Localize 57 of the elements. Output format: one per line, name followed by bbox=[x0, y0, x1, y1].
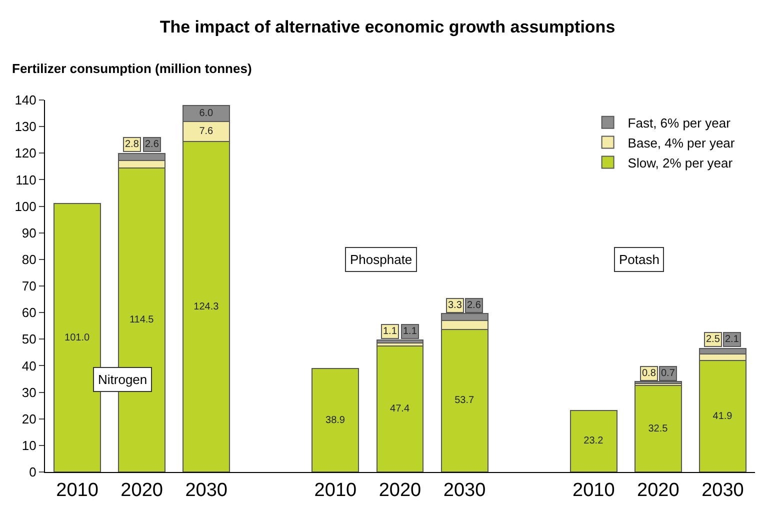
data-label: 23.2 bbox=[584, 436, 604, 447]
data-label: 2.1 bbox=[725, 334, 740, 345]
data-label: 3.3 bbox=[448, 300, 462, 311]
x-tick-label: 2030 bbox=[702, 480, 744, 501]
bar bbox=[312, 368, 360, 472]
data-label: 53.7 bbox=[454, 395, 474, 406]
data-label: 32.5 bbox=[648, 423, 668, 434]
data-label: 41.9 bbox=[712, 410, 733, 422]
annotation: Potash bbox=[619, 252, 660, 267]
chart-title: The impact of alternative economic growth assumptions bbox=[160, 17, 616, 36]
legend-label: Slow, 2% per year bbox=[628, 155, 734, 170]
data-label: 124.3 bbox=[194, 301, 220, 312]
x-tick-label: 2020 bbox=[637, 480, 680, 501]
data-label: 7.6 bbox=[199, 126, 214, 138]
y-tick-label: 120 bbox=[14, 146, 36, 161]
data-label: 2.6 bbox=[467, 300, 482, 311]
y-tick-label: 110 bbox=[16, 172, 36, 188]
annotation: Phosphate bbox=[350, 252, 412, 267]
data-label: 47.4 bbox=[390, 404, 410, 415]
y-tick-label: 30 bbox=[22, 384, 36, 400]
y-tick-label: 90 bbox=[22, 225, 36, 240]
data-label: 1.1 bbox=[403, 326, 418, 337]
y-tick-label: 40 bbox=[22, 358, 36, 374]
bar bbox=[634, 385, 682, 472]
y-tick-label: 80 bbox=[22, 252, 36, 267]
y-tick-label: 70 bbox=[22, 278, 36, 294]
x-tick-label: 2010 bbox=[56, 480, 98, 501]
x-tick-label: 2020 bbox=[120, 480, 163, 501]
legend-label: Base, 4% per year bbox=[628, 135, 736, 150]
x-tick-label: 2020 bbox=[378, 480, 422, 501]
x-tick-label: 2030 bbox=[185, 480, 228, 501]
data-label: 2.5 bbox=[706, 334, 720, 345]
legend-label: Fast, 6% per year bbox=[628, 115, 732, 130]
x-tick-label: 2010 bbox=[572, 480, 615, 501]
x-tick-label: 2010 bbox=[314, 480, 357, 501]
data-label: 0.8 bbox=[642, 368, 656, 379]
data-label: 1.1 bbox=[383, 326, 398, 337]
y-tick-label: 50 bbox=[22, 332, 36, 347]
bar bbox=[376, 346, 424, 472]
data-label: 38.9 bbox=[326, 414, 346, 426]
y-tick-label: 0 bbox=[29, 464, 36, 480]
data-label: 114.5 bbox=[129, 314, 154, 326]
data-label: 2.6 bbox=[145, 139, 160, 150]
data-label: 2.8 bbox=[125, 139, 140, 150]
y-tick-label: 130 bbox=[14, 119, 36, 134]
data-label: 6.0 bbox=[199, 108, 214, 120]
y-tick-label: 10 bbox=[22, 438, 36, 453]
y-tick-label: 60 bbox=[22, 305, 36, 320]
y-axis-title: Fertilizer consumption (million tonnes) bbox=[12, 61, 252, 76]
y-tick-label: 140 bbox=[14, 92, 36, 108]
bar bbox=[570, 410, 618, 472]
annotation: Nitrogen bbox=[98, 372, 148, 387]
data-label: 101.0 bbox=[64, 332, 90, 344]
data-label: 0.7 bbox=[661, 368, 676, 379]
y-tick-label: 100 bbox=[14, 198, 36, 214]
y-tick-label: 20 bbox=[22, 411, 36, 426]
x-tick-label: 2030 bbox=[443, 480, 486, 501]
